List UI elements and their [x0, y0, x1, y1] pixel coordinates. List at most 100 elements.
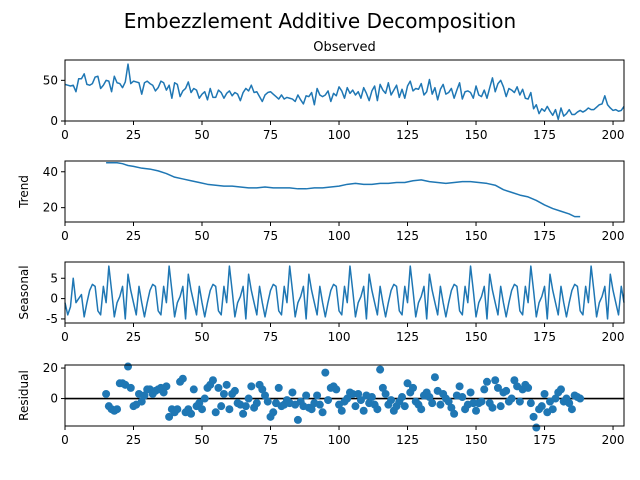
residual-xtick-label: 150 [465, 433, 488, 447]
observed-ytick-label: 50 [43, 73, 58, 87]
residual-point [444, 397, 453, 406]
trend-xtick-label: 100 [328, 229, 351, 243]
residual-point [425, 393, 434, 402]
residual-point [252, 399, 261, 408]
residual-point [211, 408, 220, 417]
residual-point [469, 399, 478, 408]
observed-xtick-label: 75 [263, 128, 278, 142]
residual-point [137, 397, 146, 406]
residual-point [258, 385, 267, 394]
residual-point [515, 397, 524, 406]
observed-xtick-label: 175 [533, 128, 556, 142]
trend-series-line [106, 162, 581, 218]
residual-point [381, 389, 390, 398]
residual-point [576, 394, 585, 403]
trend-xtick-label: 175 [533, 229, 556, 243]
residual-point [225, 405, 234, 414]
seasonal-xtick-label: 175 [533, 330, 556, 344]
residual-point [482, 377, 491, 386]
residual-point [200, 394, 209, 403]
residual-xtick-label: 100 [328, 433, 351, 447]
seasonal-ytick-label: 5 [50, 271, 58, 285]
residual-point [324, 396, 333, 405]
trend-ylabel: Trend [17, 175, 31, 209]
residual-point [351, 402, 360, 411]
residual-point [261, 391, 270, 400]
residual-point [217, 402, 226, 411]
residual-ytick-label: 20 [43, 361, 58, 375]
residual-point [343, 394, 352, 403]
residual-point [376, 365, 385, 374]
residual-point [458, 393, 467, 402]
observed-xtick-label: 25 [126, 128, 141, 142]
residual-point [556, 385, 565, 394]
residual-xtick-label: 200 [602, 433, 625, 447]
residual-point [354, 389, 363, 398]
residual-point [165, 412, 174, 421]
residual-point [387, 396, 396, 405]
residual-point [567, 405, 576, 414]
residual-point [430, 373, 439, 382]
residual-point [466, 388, 475, 397]
residual-xtick-label: 75 [263, 433, 278, 447]
panel-observed: 0 25 50 75 100 125 150 175 200 0 50 Observed [43, 40, 625, 142]
residual-point [198, 405, 207, 414]
residual-point [493, 383, 502, 392]
trend-xtick-label: 150 [465, 229, 488, 243]
residual-point [208, 376, 217, 385]
residual-point [502, 386, 511, 395]
residual-point [356, 396, 365, 405]
residual-point [187, 409, 196, 418]
seasonal-ytick-label: -5 [46, 312, 58, 326]
trend-xtick-label: 50 [194, 229, 209, 243]
residual-point [496, 402, 505, 411]
residual-point [529, 412, 538, 421]
residual-point [126, 383, 135, 392]
residual-point [124, 362, 133, 371]
seasonal-xtick-label: 100 [328, 330, 351, 344]
residual-point [313, 391, 322, 400]
seasonal-ytick-label: 0 [50, 292, 58, 306]
seasonal-ylabel: Seasonal [17, 265, 31, 319]
panel-trend: 0 25 50 75 100 125 150 175 200 20 40 Trend [17, 160, 625, 243]
residual-point [247, 382, 256, 391]
residual-point [565, 399, 574, 408]
seasonal-xtick-label: 150 [465, 330, 488, 344]
trend-xtick-label: 200 [602, 229, 625, 243]
seasonal-xtick-label: 200 [602, 330, 625, 344]
residual-point [315, 400, 324, 409]
residual-point [307, 405, 316, 414]
seasonal-xtick-label: 50 [194, 330, 209, 344]
trend-ytick-label: 20 [43, 201, 58, 215]
residual-point [428, 399, 437, 408]
residual-point [526, 399, 535, 408]
residual-point [173, 405, 182, 414]
residual-point [491, 376, 500, 385]
residual-axes-frame [64, 364, 625, 427]
residual-xtick-label: 50 [194, 433, 209, 447]
residual-point [318, 408, 327, 417]
residual-point [140, 391, 149, 400]
residual-point [269, 408, 278, 417]
observed-xtick-label: 0 [61, 128, 69, 142]
residual-point [455, 382, 464, 391]
residual-point [551, 394, 560, 403]
observed-axes-frame [64, 59, 625, 122]
residual-point [239, 409, 248, 418]
residual-point [263, 397, 272, 406]
residual-point [480, 385, 489, 394]
panel-residual: 0 25 50 75 100 125 150 175 200 0 20 Residual [17, 361, 625, 447]
observed-xtick-label: 200 [602, 128, 625, 142]
residual-point [398, 393, 407, 402]
residual-xtick-label: 25 [126, 433, 141, 447]
residual-point [214, 383, 223, 392]
observed-xtick-label: 125 [396, 128, 419, 142]
seasonal-xtick-label: 25 [126, 330, 141, 344]
residual-point [507, 394, 516, 403]
residual-point [417, 405, 426, 414]
trend-xtick-label: 125 [396, 229, 419, 243]
trend-xtick-label: 0 [61, 229, 69, 243]
